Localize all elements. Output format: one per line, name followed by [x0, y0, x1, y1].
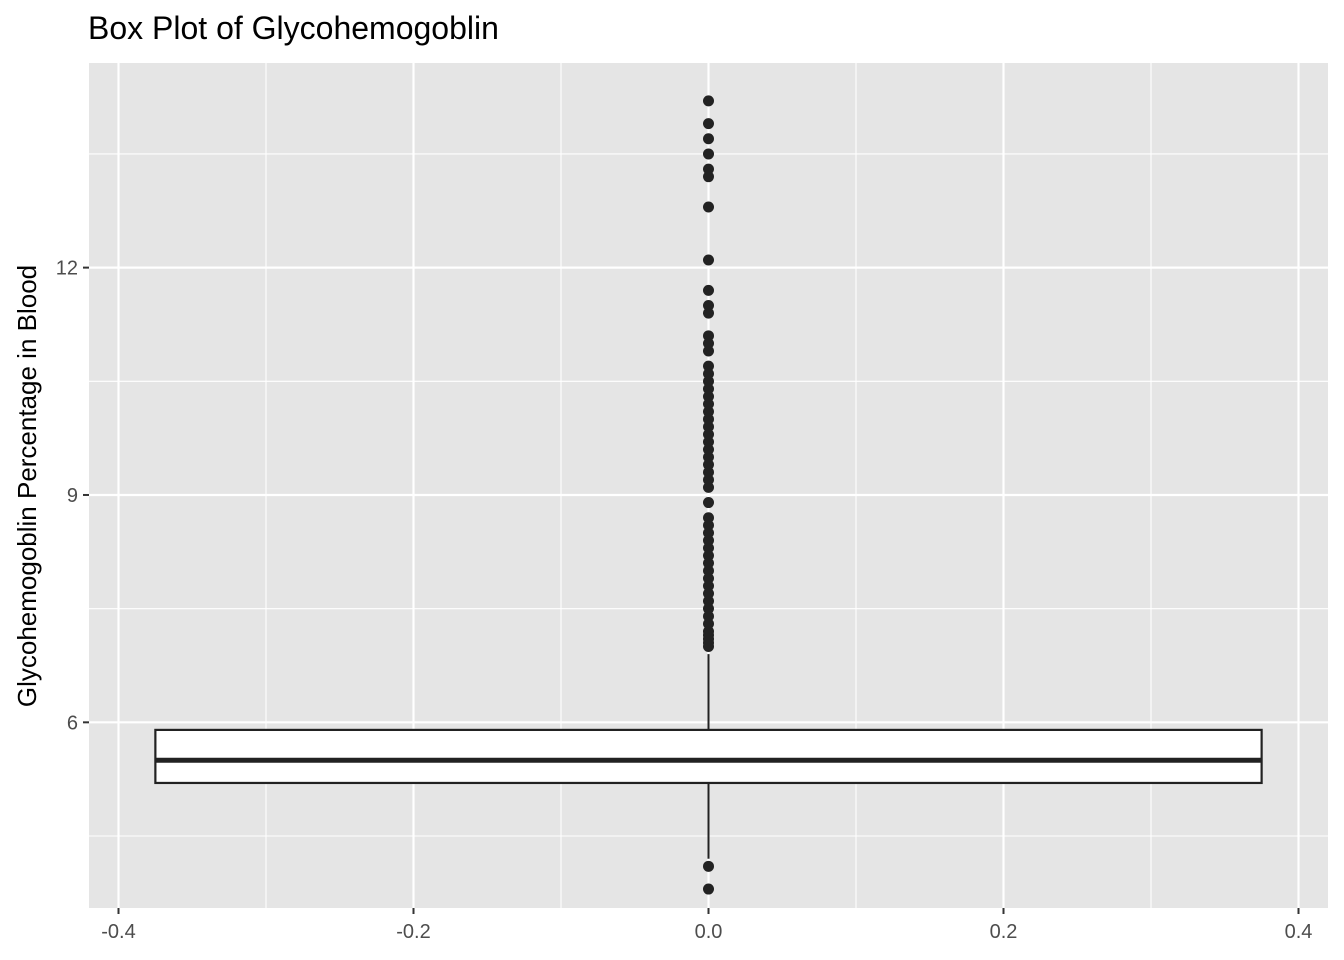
outlier-point: [703, 572, 714, 584]
outlier-point: [703, 860, 714, 872]
outlier-point: [703, 587, 714, 599]
outlier-point: [703, 171, 714, 183]
outlier-point: [703, 603, 714, 615]
outlier-point: [703, 300, 714, 312]
outlier-point: [703, 148, 714, 160]
x-tick-label: 0.0: [695, 921, 723, 943]
outlier-point: [703, 527, 714, 539]
outlier-point: [703, 428, 714, 440]
outlier-point: [703, 383, 714, 395]
x-tick-label: -0.4: [101, 921, 135, 943]
outlier-point: [703, 618, 714, 630]
outlier-point: [703, 451, 714, 463]
outlier-point: [703, 398, 714, 410]
outlier-point: [703, 254, 714, 266]
outlier-point: [703, 497, 714, 509]
outlier-point: [703, 625, 714, 637]
outlier-point: [703, 421, 714, 433]
outlier-point: [703, 883, 714, 895]
outlier-point: [703, 375, 714, 387]
x-tick-label: 0.4: [1285, 921, 1313, 943]
outlier-point: [703, 595, 714, 607]
outlier-point: [703, 519, 714, 531]
outlier-point: [703, 534, 714, 546]
outlier-point: [703, 201, 714, 213]
outlier-point: [703, 413, 714, 425]
outlier-point: [703, 337, 714, 349]
y-tick-label: 12: [56, 258, 78, 280]
outlier-point: [703, 163, 714, 175]
box-iqr: [154, 728, 1263, 785]
outlier-point: [703, 360, 714, 372]
outlier-point: [703, 481, 714, 493]
outlier-point: [703, 390, 714, 402]
outlier-point: [703, 345, 714, 357]
outlier-point: [703, 406, 714, 418]
outlier-point: [703, 459, 714, 471]
outlier-point: [703, 466, 714, 478]
outlier-point: [703, 330, 714, 342]
axes: -0.4 -0.2 0.0 0.2 0.4 6 9 12: [56, 258, 1313, 943]
outlier-point: [703, 307, 714, 319]
outlier-point: [703, 133, 714, 145]
outlier-point: [703, 436, 714, 448]
outlier-point: [703, 557, 714, 569]
y-axis-label: Glycohemogoblin Percentage in Blood: [12, 265, 42, 707]
outlier-point: [703, 565, 714, 577]
outlier-point: [703, 118, 714, 130]
y-tick-label: 9: [67, 485, 78, 507]
outlier-point: [703, 444, 714, 456]
outlier-point: [703, 474, 714, 486]
x-tick-label: 0.2: [990, 921, 1018, 943]
chart-title: Box Plot of Glycohemogoblin: [88, 10, 499, 46]
outlier-point: [703, 542, 714, 554]
outlier-point: [703, 550, 714, 562]
outlier-point: [703, 610, 714, 622]
outlier-point: [703, 284, 714, 296]
data-layer: [154, 95, 1263, 895]
outlier-point: [703, 95, 714, 107]
outlier-point: [703, 580, 714, 592]
outlier-point: [703, 512, 714, 524]
x-tick-label: -0.2: [396, 921, 430, 943]
outlier-point: [703, 368, 714, 380]
y-tick-label: 6: [67, 712, 78, 734]
